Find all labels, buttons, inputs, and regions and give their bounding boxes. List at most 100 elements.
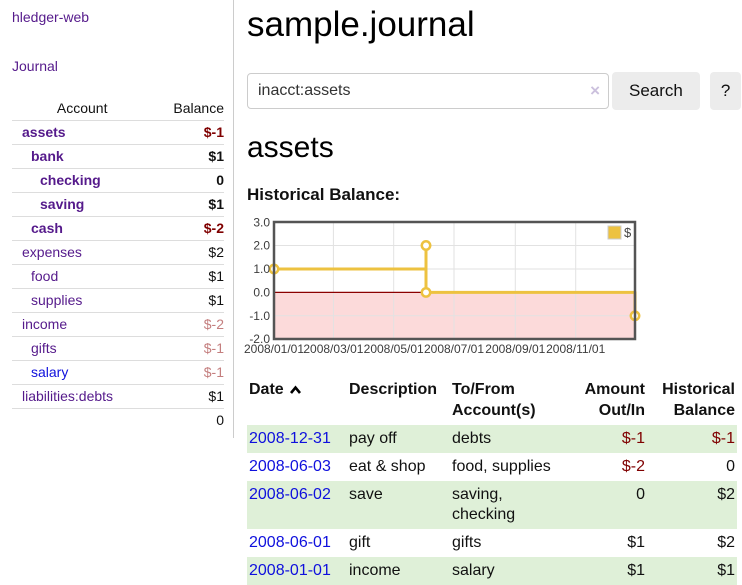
register-row: 2008-01-01 income salary $1 $1 — [247, 557, 737, 585]
transaction-amount: $1 — [582, 557, 647, 585]
transaction-date-link[interactable]: 2008-06-03 — [249, 458, 331, 475]
svg-text:2008/07/01: 2008/07/01 — [424, 342, 484, 356]
transaction-accounts: food, supplies — [452, 458, 551, 475]
account-balance: $-1 — [152, 360, 224, 385]
accounts-table: Account Balance assets $-1 bank $1 check… — [12, 97, 224, 432]
account-balance: $2 — [152, 240, 224, 265]
account-row-cash: cash $-2 — [12, 216, 224, 241]
search-button[interactable]: Search — [612, 72, 700, 110]
page-title: sample.journal — [247, 5, 475, 44]
register-row: 2008-06-01 gift gifts $1 $2 — [247, 529, 737, 557]
sidebar: hledger-web Journal Account Balance asse… — [0, 0, 234, 438]
account-link-liabilities-debts[interactable]: liabilities:debts — [22, 388, 114, 404]
transaction-amount: $-1 — [582, 425, 647, 453]
accounts-total-row: 0 — [12, 408, 224, 432]
transaction-description: save — [347, 481, 450, 529]
svg-text:2008/03/01: 2008/03/01 — [303, 342, 363, 356]
transaction-balance: $1 — [647, 557, 737, 585]
help-button[interactable]: ? — [709, 72, 742, 110]
svg-text:2008/11/01: 2008/11/01 — [546, 342, 605, 356]
account-link-checking[interactable]: checking — [40, 172, 101, 188]
account-link-assets[interactable]: assets — [22, 124, 66, 140]
account-row-gifts: gifts $-1 — [12, 336, 224, 361]
transaction-date-link[interactable]: 2008-06-02 — [249, 486, 331, 503]
account-row-saving: saving $1 — [12, 192, 224, 217]
transaction-accounts: debts — [450, 425, 582, 453]
svg-text:2008/01/01: 2008/01/01 — [244, 342, 304, 356]
account-link-bank[interactable]: bank — [31, 148, 64, 164]
svg-text:2008/09/01: 2008/09/01 — [485, 342, 545, 356]
account-link-expenses[interactable]: expenses — [22, 244, 82, 260]
account-link-saving[interactable]: saving — [40, 196, 85, 212]
accounts-header-balance: Balance — [152, 97, 224, 121]
account-link-income[interactable]: income — [22, 316, 68, 332]
account-row-expenses: expenses $2 — [12, 240, 224, 265]
register-table: Date Description To/From Account(s) Amoun… — [247, 377, 737, 585]
account-balance: $1 — [152, 288, 224, 313]
svg-text:2.0: 2.0 — [253, 239, 270, 253]
transaction-date-link[interactable]: 2008-12-31 — [249, 430, 331, 447]
account-link-gifts[interactable]: gifts — [31, 340, 57, 356]
account-link-food[interactable]: food — [31, 268, 59, 284]
account-row-assets: assets $-1 — [12, 120, 224, 145]
transaction-balance: 0 — [726, 458, 735, 475]
account-row-supplies: supplies $1 — [12, 288, 224, 313]
transaction-description: gift — [349, 534, 371, 551]
account-balance: 0 — [152, 168, 224, 193]
accounts-header-account: Account — [12, 97, 153, 121]
accounts-total-value: 0 — [152, 408, 224, 432]
transaction-balance: $2 — [717, 534, 735, 551]
register-row: 2008-06-02 save saving, checking 0 $2 — [247, 481, 737, 529]
line-chart: $ 3.0 2.0 1.0 0.0 -1.0 -2.0 2008/01/01 2… — [244, 216, 641, 356]
sidebar-item-journal[interactable]: Journal — [12, 58, 58, 74]
register-header-date[interactable]: Date — [247, 377, 347, 425]
transaction-amount: $1 — [627, 534, 645, 551]
account-row-food: food $1 — [12, 264, 224, 289]
transaction-amount: $-2 — [621, 458, 645, 475]
accounts-header-row: Account Balance — [12, 97, 224, 121]
transaction-balance: $2 — [647, 481, 737, 529]
register-header-description: Description — [349, 381, 438, 398]
legend-label: $ — [624, 225, 632, 240]
svg-text:-1.0: -1.0 — [249, 309, 270, 323]
main-content: sample.journal × Search ? assets Histori… — [234, 0, 742, 585]
register-header-amount: Amount Out/In — [584, 381, 645, 419]
search-form: × Search ? — [247, 72, 742, 110]
account-heading: assets — [247, 131, 334, 164]
transaction-date-link[interactable]: 2008-01-01 — [249, 562, 331, 579]
plot-border — [272, 220, 637, 341]
account-balance: $1 — [152, 192, 224, 217]
search-input[interactable] — [247, 73, 609, 109]
svg-text:2008/05/01: 2008/05/01 — [364, 342, 424, 356]
svg-text:-2.0: -2.0 — [249, 332, 270, 346]
register-row: 2008-12-31 pay off debts $-1 $-1 — [247, 425, 737, 453]
account-balance: $-2 — [152, 312, 224, 337]
brand-link[interactable]: hledger-web — [12, 9, 90, 25]
account-link-cash[interactable]: cash — [31, 220, 63, 236]
transaction-description: eat & shop — [349, 458, 426, 475]
account-row-salary: salary $-1 — [12, 360, 224, 385]
account-link-salary[interactable]: salary — [31, 364, 69, 380]
account-balance: $1 — [152, 144, 224, 169]
account-row-checking: checking 0 — [12, 168, 224, 193]
transaction-balance: $-1 — [647, 425, 737, 453]
account-balance: $-1 — [152, 336, 224, 361]
historical-balance-chart: $ 3.0 2.0 1.0 0.0 -1.0 -2.0 2008/01/01 2… — [244, 216, 742, 358]
account-link-supplies[interactable]: supplies — [31, 292, 83, 308]
clear-search-icon[interactable]: × — [590, 81, 600, 101]
data-points — [268, 240, 641, 322]
register-header-balance: Historical Balance — [662, 381, 735, 419]
transaction-accounts: saving, checking — [450, 481, 582, 529]
account-balance: $-1 — [152, 120, 224, 145]
register-header-tofrom: To/From Account(s) — [452, 381, 536, 419]
svg-text:1.0: 1.0 — [253, 262, 270, 276]
account-row-bank: bank $1 — [12, 144, 224, 169]
x-axis-labels: 2008/01/01 2008/03/01 2008/05/01 2008/07… — [244, 342, 606, 356]
transaction-amount: 0 — [582, 481, 647, 529]
legend-swatch — [607, 225, 622, 240]
account-balance: $1 — [152, 384, 224, 409]
transaction-date-link[interactable]: 2008-06-01 — [249, 534, 331, 551]
transaction-accounts: salary — [450, 557, 582, 585]
register-header-row: Date Description To/From Account(s) Amoun… — [247, 377, 737, 425]
